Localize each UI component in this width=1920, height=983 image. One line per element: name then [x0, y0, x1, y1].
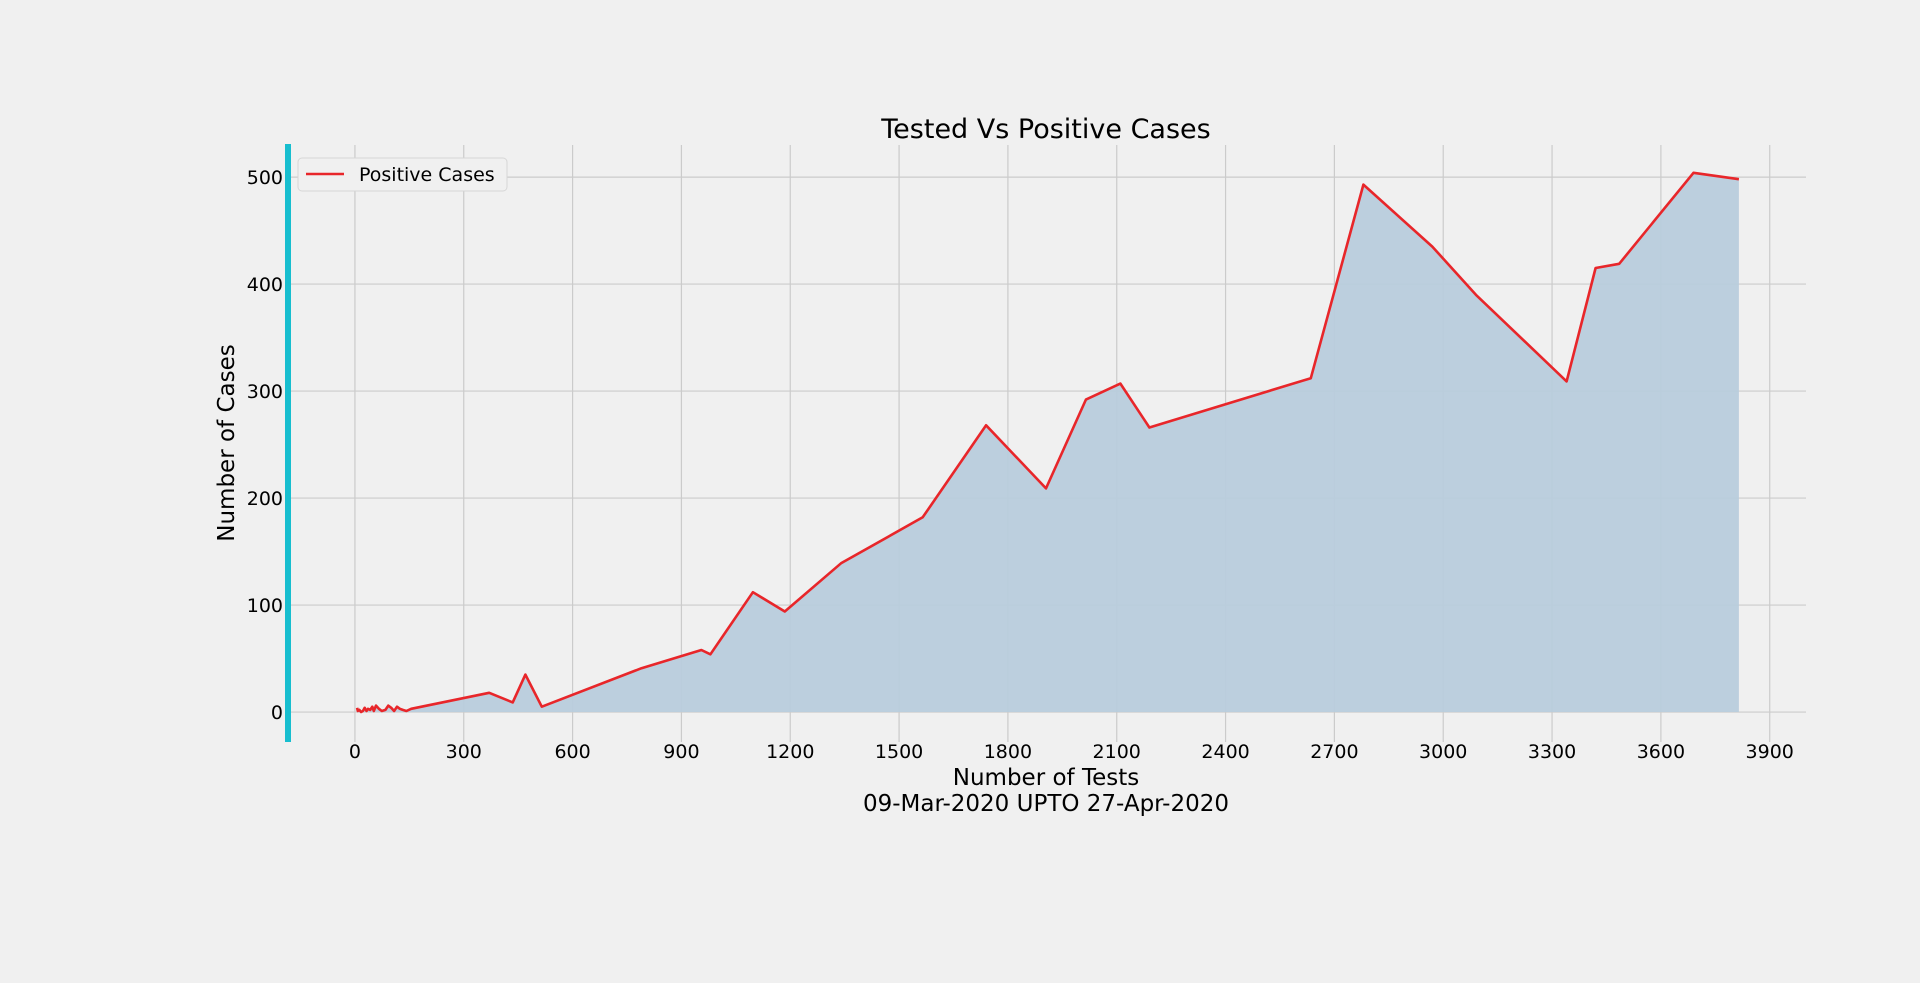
x-tick-label: 900 [663, 741, 699, 763]
legend-label-positive-cases: Positive Cases [359, 164, 495, 186]
x-tick-label: 3600 [1637, 741, 1685, 763]
chart-title: Tested Vs Positive Cases [880, 114, 1210, 145]
x-tick-label: 300 [446, 741, 482, 763]
y-tick-label: 300 [247, 381, 283, 403]
accent-bar [285, 144, 291, 742]
y-tick-label: 200 [247, 488, 283, 510]
x-tick-label: 1800 [984, 741, 1032, 763]
legend: Positive Cases [297, 157, 508, 192]
x-tick-label: 2400 [1201, 741, 1249, 763]
x-tick-label: 1200 [766, 741, 814, 763]
legend-box [297, 157, 508, 192]
x-tick-label: 1500 [875, 741, 923, 763]
y-tick-label: 0 [271, 702, 283, 724]
x-tick-label: 3000 [1419, 741, 1467, 763]
y-tick-label: 500 [247, 167, 283, 189]
x-tick-label: 2100 [1093, 741, 1141, 763]
x-tick-label: 3900 [1746, 741, 1794, 763]
positive-cases-area [357, 172, 1739, 713]
y-tick-label: 100 [247, 595, 283, 617]
x-axis-ticks: 0 300 600 900 1200 1500 1800 2100 2400 2700 3000 33… [349, 741, 1794, 763]
positive-cases-line [355, 171, 1740, 714]
y-axis-ticks: 0 100 200 300 400 500 [247, 167, 283, 724]
x-axis-label: Number of Tests [953, 765, 1139, 791]
x-tick-label: 2700 [1310, 741, 1358, 763]
x-axis-sublabel: 09-Mar-2020 UPTO 27-Apr-2020 [863, 791, 1229, 817]
x-tick-label: 3300 [1528, 741, 1576, 763]
y-tick-label: 400 [247, 274, 283, 296]
y-axis-label: Number of Cases [214, 344, 240, 541]
x-tick-label: 600 [554, 741, 590, 763]
x-tick-label: 0 [349, 741, 361, 763]
